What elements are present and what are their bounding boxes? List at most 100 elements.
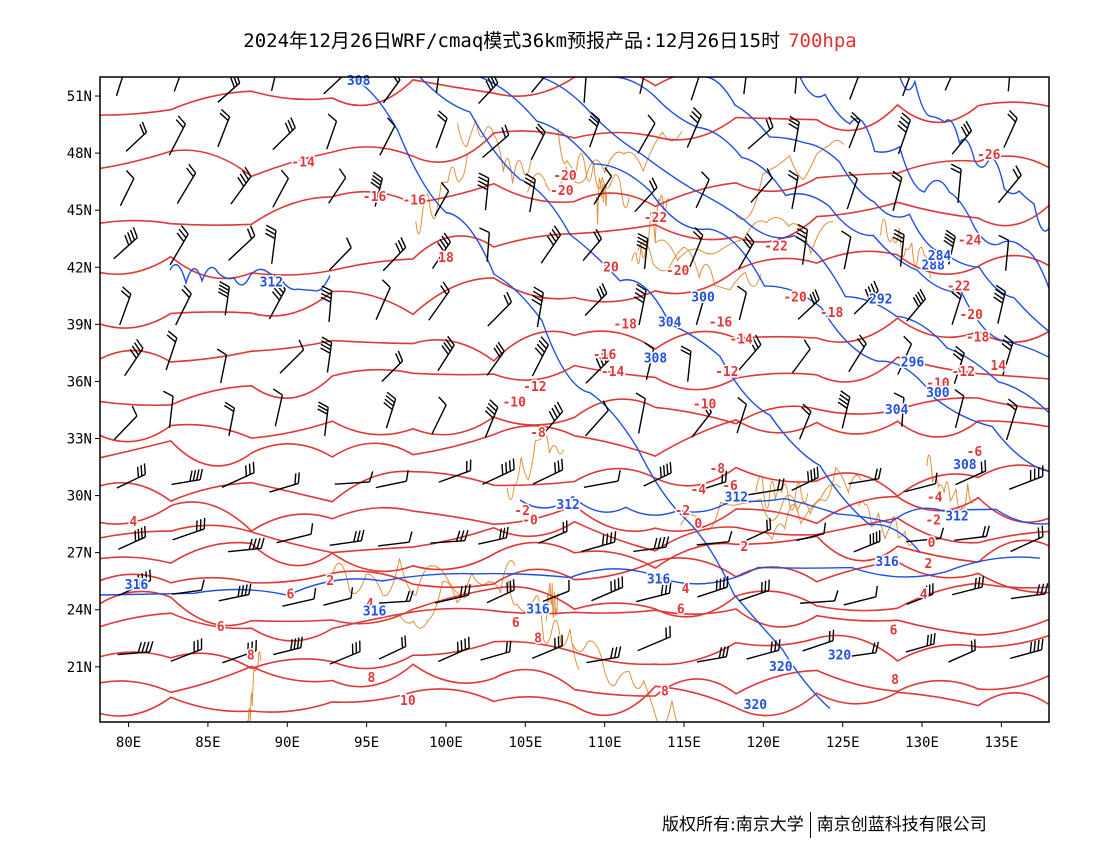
- wind-barb: [691, 402, 713, 438]
- wind-barb: [268, 280, 286, 320]
- temperature-isoline: [100, 419, 1049, 467]
- wind-barb: [853, 530, 881, 553]
- wind-barb: [697, 576, 729, 598]
- height-label: 316: [875, 555, 899, 570]
- wind-barb: [176, 163, 197, 205]
- height-isoline: [479, 77, 1049, 473]
- wind-barb: [524, 173, 536, 213]
- wind-barb: [584, 400, 609, 437]
- lon-label: 105E: [508, 735, 542, 751]
- temperature-label: -12: [715, 365, 738, 380]
- boundary-line: [457, 118, 532, 184]
- wind-barb: [430, 529, 469, 544]
- lat-label: 27N: [67, 546, 92, 562]
- temperature-isoline: [100, 634, 1049, 670]
- map-title: 2024年12月26日WRF/cmaq模式36km预报产品:12月26日15时 7…: [0, 26, 1100, 53]
- map-frame: [99, 76, 1050, 723]
- wind-barb: [893, 392, 905, 427]
- height-isoline: [100, 556, 1041, 597]
- wind-barb: [382, 237, 407, 272]
- wind-barb: [643, 462, 672, 487]
- wind-barb: [644, 342, 655, 380]
- wind-barb: [480, 640, 512, 661]
- wind-barb: [637, 625, 671, 652]
- wind-barb: [540, 225, 562, 264]
- wind-barb: [329, 640, 361, 665]
- temperature-isoline: [100, 557, 1049, 594]
- wind-barb: [378, 635, 407, 660]
- temperature-label: 2: [326, 574, 334, 589]
- height-isoline: [899, 77, 1049, 232]
- wind-barb: [531, 336, 549, 377]
- boundary-line: [527, 131, 683, 193]
- temperature-isoline: [100, 356, 1049, 407]
- wind-barb: [848, 334, 867, 373]
- temperature-isoline: [100, 201, 1049, 280]
- wind-barb: [585, 349, 610, 384]
- wind-barb: [837, 390, 851, 429]
- wind-barb: [694, 290, 705, 326]
- height-label: 296: [901, 355, 925, 370]
- wind-barb: [800, 590, 839, 604]
- wind-barb: [788, 115, 800, 152]
- wind-barb: [382, 77, 401, 104]
- wind-barb: [531, 634, 564, 659]
- temperature-label: -20: [550, 184, 574, 199]
- boundary-line: [637, 241, 762, 291]
- wind-barb: [954, 388, 965, 428]
- wind-barb: [635, 392, 646, 434]
- wind-barb: [118, 569, 152, 597]
- wind-barb: [530, 123, 546, 161]
- wind-barb: [478, 526, 509, 545]
- wind-barb: [119, 170, 135, 207]
- temperature-label: -18: [966, 331, 990, 346]
- temperature-label: -16: [709, 315, 733, 330]
- wind-barb: [846, 171, 858, 210]
- height-labels: 3083123003043082882842922963003043083123…: [123, 72, 978, 714]
- wind-barb: [218, 583, 252, 602]
- wind-barb: [848, 467, 882, 485]
- height-label: 292: [869, 293, 892, 308]
- wind-barb: [954, 525, 990, 541]
- wind-barb: [633, 283, 647, 326]
- wind-barb: [381, 350, 404, 383]
- wind-barb: [944, 77, 952, 91]
- temperature-label: 4: [920, 588, 928, 603]
- wind-barb: [906, 527, 945, 543]
- lat-label: 30N: [67, 489, 92, 505]
- wind-barb: [951, 576, 985, 596]
- footer-separator: [809, 812, 811, 838]
- wind-barb: [1009, 638, 1044, 660]
- wind-barb: [584, 283, 608, 316]
- wind-barb: [950, 163, 962, 203]
- wind-barb: [320, 285, 333, 322]
- height-label: 304: [885, 403, 909, 418]
- wind-barb: [272, 636, 303, 656]
- wind-barb: [486, 341, 505, 376]
- copyright-left: 版权所有:南京大学: [662, 815, 804, 835]
- temperature-label: -14: [729, 333, 753, 348]
- height-isoline: [610, 77, 1049, 358]
- boundary-line: [545, 582, 559, 622]
- wind-barb: [487, 291, 513, 327]
- wind-barb: [479, 227, 490, 262]
- temperature-label: 20: [603, 260, 619, 275]
- wind-barb: [542, 580, 570, 603]
- wind-barb: [264, 224, 277, 264]
- wind-barb: [843, 585, 878, 606]
- height-isoline: [519, 495, 1049, 525]
- temperature-label: 8: [661, 685, 669, 700]
- lon-label: 95E: [354, 735, 379, 751]
- temperature-label: -20: [666, 264, 690, 279]
- height-isoline: [349, 77, 831, 710]
- height-label: 300: [691, 291, 715, 306]
- wind-barb: [272, 169, 290, 208]
- temperature-contours: [100, 77, 1049, 717]
- wind-barb: [904, 472, 938, 493]
- wind-barb: [797, 289, 820, 320]
- wind-barb: [165, 330, 178, 371]
- boundary-line: [595, 177, 608, 225]
- wind-barb: [383, 391, 397, 429]
- temperature-isoline: [100, 582, 1049, 627]
- wind-barb: [955, 460, 987, 486]
